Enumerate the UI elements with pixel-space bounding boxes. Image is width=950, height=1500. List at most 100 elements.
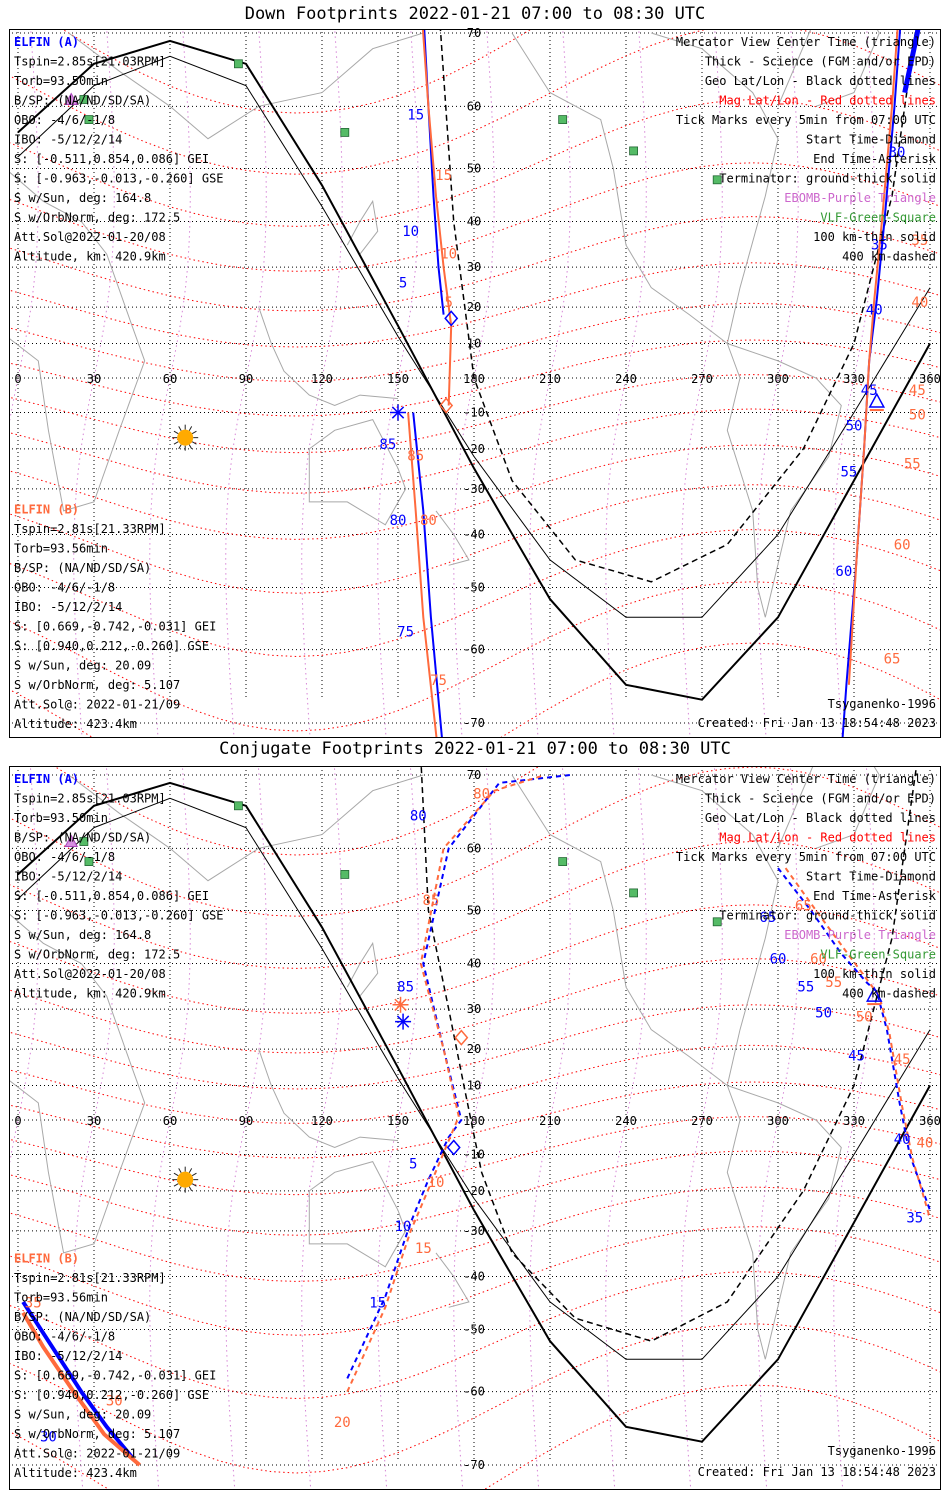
mag-parallel [10, 1186, 940, 1282]
track_b_labels-tick-label: 15 [415, 1241, 432, 1257]
sun-ray [188, 426, 193, 431]
track_a_labels-tick-label: 85 [397, 980, 414, 996]
center-triangle-a [868, 392, 886, 408]
coastline [777, 30, 880, 107]
coastline [68, 774, 424, 882]
lon-tick-label: 300 [767, 372, 789, 386]
vlf-site-marker [712, 917, 722, 927]
lat-tick-label: 60 [467, 99, 481, 113]
track_b_labels-tick-label: 15 [435, 168, 452, 184]
created-label: Created: Fri Jan 13 18:54:48 2023 [698, 1465, 936, 1479]
elfin-a-info-line: OBO: -4/6/-1/8 [14, 113, 115, 127]
legend-entry: End Time-Asterisk [813, 152, 937, 166]
legend-entry: Thick - Science (FGM and/or EPD) [705, 55, 936, 69]
ebomb-triangle-marker [64, 834, 79, 848]
elfin-a-track-line [777, 867, 931, 1211]
track_b_labels-tick-label: 35 [25, 1295, 42, 1311]
lon-tick-label: 240 [615, 372, 637, 386]
lon-tick-label: 210 [539, 372, 561, 386]
track_a_labels-tick-label: 15 [407, 108, 424, 124]
lat-tick-label: 40 [467, 957, 481, 971]
start-diamond-b [454, 1029, 469, 1046]
track_b_labels-tick-label: 5 [444, 295, 452, 311]
coastline [258, 306, 399, 407]
track_b_labels-tick-label: 60 [894, 538, 911, 554]
center-triangle-a [866, 986, 883, 1002]
lat-tick-label: 50 [467, 904, 481, 918]
lat-tick-label: -10 [463, 406, 485, 420]
track_b_labels-tick-label: 30 [106, 1393, 123, 1409]
legend-entry: Mag Lat/Lon - Red dotted lines [719, 831, 936, 845]
panel-frame-conjugate [9, 766, 941, 1490]
legend: Mercator View Center Time (triangle) Thic… [676, 772, 937, 1001]
sun-ray [173, 1183, 179, 1187]
lon-tick-label: 120 [311, 1114, 333, 1128]
legend-entry: Mercator View Center Time (triangle) [676, 35, 936, 49]
mag-parallel [10, 302, 940, 382]
elfin-b-info-line: Altitude: 423.4km [14, 1466, 137, 1480]
elfin-a-info-line: S w/Sun, deg: 164.8 [14, 191, 151, 205]
sun-disk [177, 1171, 194, 1188]
elfin-b-info-line: S w/OrbNorm, deg: 5.107 [14, 678, 180, 692]
elfin-a-info: ELFIN (A) Tspin=2.85s[21.03RPM] Torb=93.50… [14, 772, 224, 1001]
lon-tick-label: 330 [843, 372, 865, 386]
track_a_labels-tick-label: 30 [889, 145, 906, 161]
lon-tick-label: 120 [311, 372, 333, 386]
track_b_labels-tick-label: 55 [904, 456, 921, 472]
coastline [435, 510, 470, 566]
end-asterisk-a [390, 404, 406, 421]
track_a_labels-tick-label: 40 [866, 303, 883, 319]
lon-tick-label: 0 [14, 1114, 21, 1128]
plot-area [10, 30, 940, 737]
track_a_labels-tick-label: 45 [848, 1048, 865, 1064]
sun-ray [191, 441, 197, 445]
mag-parallel [10, 958, 940, 1054]
asterisk-stroke [396, 1015, 410, 1028]
lon-tick-label: 90 [239, 372, 253, 386]
terminator-ground-line [17, 39, 931, 701]
terminator-400km-line [439, 30, 917, 583]
track_a_labels-tick-label: 5 [409, 1157, 417, 1173]
mag-parallel [62, 30, 531, 114]
lat-tick-label: 60 [467, 841, 481, 855]
track_b_labels-tick-label: 65 [884, 651, 901, 667]
elfin-b-track-line [21, 1311, 141, 1467]
legend-entry: Terminator: ground-thick solid [719, 909, 936, 923]
panel-title-conjugate: Conjugate Footprints 2022-01-21 07:00 to… [219, 739, 731, 759]
lat-tick-label: -70 [463, 716, 485, 730]
lat-tick-label: 50 [467, 162, 481, 176]
legend-entry: End Time-Asterisk [813, 889, 937, 903]
vlf-site-marker [84, 857, 94, 866]
elfin-a-info: ELFIN (A) Tspin=2.85s[21.03RPM] Torb=93.50… [14, 35, 224, 264]
lat-tick-label: 70 [467, 768, 481, 782]
track_b_labels-tick-label: 35 [911, 233, 928, 249]
sun-ray [173, 441, 179, 445]
track_a_labels-tick-label: 30 [40, 1430, 57, 1446]
elfin-b-info-line: S w/OrbNorm, deg: 5.107 [14, 1427, 180, 1441]
sun-ray [188, 1168, 193, 1173]
legend-entry: EBOMB-Purple Triangle [784, 928, 936, 942]
track_a_labels-tick-label: 80 [410, 808, 427, 824]
vlf-site-marker [340, 128, 350, 137]
elfin-b-info-line: S: [0.940,0.212,-0.260] GSE [14, 1388, 209, 1402]
elfin-a-track-line [346, 774, 571, 1379]
sun-ray [178, 1168, 182, 1173]
elfin-a-info-line: S w/OrbNorm, deg: 172.5 [14, 948, 180, 962]
vlf-site-marker [84, 115, 94, 124]
coastline [511, 32, 779, 345]
elfin-a-info-line: S: [-0.963,-0.013,-0.260] GSE [14, 909, 224, 923]
vlf-site-marker [629, 146, 638, 156]
mag-parallel [10, 444, 940, 540]
mag-parallel [54, 767, 539, 856]
mag-parallel [10, 1150, 940, 1236]
mag-parallel [10, 216, 940, 312]
vlf-site-marker [712, 175, 722, 185]
elfin-b-track-line [784, 867, 931, 1219]
elfin-a-info-line: S w/Sun, deg: 164.8 [14, 928, 151, 942]
elfin-a-info-line: Att.Sol@2022-01-20/08 [14, 967, 166, 981]
track_b_labels-tick-label: 60 [810, 952, 827, 968]
track_b_labels-tick-label: 10 [428, 1175, 445, 1191]
sun-ray [178, 426, 182, 431]
terminator-100km-line [17, 55, 931, 618]
